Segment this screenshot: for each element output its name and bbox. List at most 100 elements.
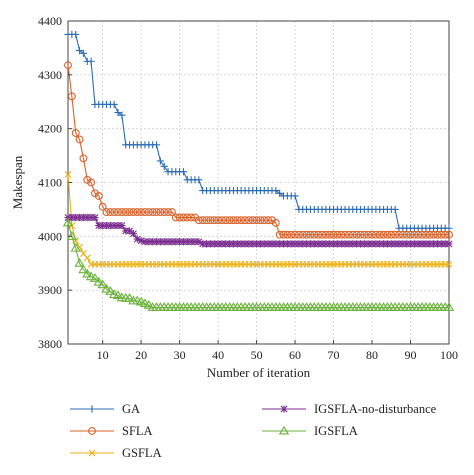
- data-point: [75, 47, 84, 55]
- data-point: [325, 230, 334, 239]
- data-point: [252, 216, 261, 225]
- legend-label: GA: [122, 402, 140, 416]
- data-point: [414, 230, 423, 239]
- data-point: [291, 192, 299, 200]
- data-point: [349, 240, 357, 248]
- data-point: [252, 240, 261, 248]
- data-point: [74, 257, 85, 267]
- data-point: [322, 240, 330, 248]
- data-point: [372, 240, 380, 248]
- data-point: [403, 240, 411, 248]
- data-point: [164, 238, 172, 246]
- x-tick-label: 80: [366, 348, 378, 362]
- data-point: [233, 216, 242, 225]
- data-point: [76, 243, 83, 251]
- data-point: [291, 240, 299, 248]
- legend-marker: [280, 405, 288, 413]
- data-point: [71, 129, 80, 137]
- legend-item-ga: GA: [70, 402, 140, 416]
- data-point: [78, 264, 89, 274]
- y-tick-label: 3800: [38, 337, 62, 351]
- data-point: [175, 213, 184, 222]
- data-point: [360, 230, 369, 239]
- data-point: [141, 238, 149, 246]
- data-point: [244, 216, 253, 225]
- data-point: [303, 240, 311, 248]
- data-point: [345, 240, 353, 248]
- data-point: [118, 111, 126, 119]
- data-point: [353, 240, 361, 248]
- data-point: [245, 240, 253, 248]
- data-point: [164, 208, 173, 217]
- data-point: [221, 216, 230, 225]
- data-point: [441, 230, 450, 239]
- data-point: [87, 213, 95, 222]
- data-point: [75, 213, 84, 222]
- data-point: [229, 240, 238, 248]
- data-point: [260, 216, 269, 225]
- data-point: [233, 240, 241, 248]
- data-point: [129, 230, 138, 238]
- legend-marker: [88, 427, 96, 435]
- data-point: [333, 230, 342, 239]
- data-point: [83, 213, 91, 222]
- data-point: [102, 221, 111, 230]
- data-point: [91, 213, 99, 222]
- data-point: [318, 240, 326, 248]
- legend-marker: [88, 449, 96, 457]
- data-point: [110, 221, 118, 230]
- data-point: [160, 162, 168, 170]
- data-point: [114, 208, 122, 217]
- data-point: [383, 240, 392, 248]
- data-point: [133, 208, 142, 217]
- data-point: [329, 230, 338, 239]
- data-point: [152, 238, 161, 246]
- data-point: [152, 208, 161, 217]
- data-point: [306, 240, 315, 248]
- data-point: [106, 221, 114, 230]
- data-point: [101, 283, 112, 293]
- x-axis-label: Number of iteration: [207, 365, 311, 380]
- legend-item-sfla: SFLA: [70, 424, 153, 438]
- data-point: [62, 217, 74, 227]
- data-point: [445, 224, 453, 232]
- data-point: [95, 221, 103, 230]
- data-point: [229, 216, 238, 225]
- data-point: [93, 276, 104, 286]
- data-point: [79, 49, 87, 57]
- data-point: [145, 238, 153, 246]
- data-point: [387, 240, 395, 248]
- data-point: [72, 30, 80, 39]
- data-point: [256, 240, 265, 248]
- data-point: [368, 240, 376, 248]
- data-point: [137, 208, 146, 217]
- data-point: [283, 230, 292, 239]
- data-point: [121, 208, 130, 217]
- x-tick-label: 10: [97, 348, 109, 362]
- data-point: [222, 240, 230, 248]
- data-point: [272, 240, 280, 248]
- x-tick-label: 70: [328, 348, 340, 362]
- data-point: [214, 216, 223, 225]
- data-point: [445, 260, 453, 268]
- data-point: [271, 218, 280, 227]
- data-point: [256, 216, 265, 225]
- legend-label: SFLA: [122, 424, 153, 438]
- data-point: [225, 216, 234, 225]
- data-point: [97, 279, 108, 289]
- data-point: [198, 216, 207, 225]
- data-point: [306, 230, 315, 239]
- data-point: [183, 213, 192, 222]
- data-point: [276, 240, 284, 248]
- data-point: [418, 240, 426, 248]
- data-point: [125, 208, 134, 217]
- data-point: [276, 189, 284, 197]
- data-point: [441, 240, 449, 248]
- data-point: [379, 240, 388, 248]
- data-point: [237, 240, 245, 248]
- data-point: [264, 216, 273, 225]
- data-point: [122, 227, 130, 235]
- data-point: [391, 205, 399, 214]
- data-point: [241, 240, 249, 248]
- data-point: [283, 240, 291, 248]
